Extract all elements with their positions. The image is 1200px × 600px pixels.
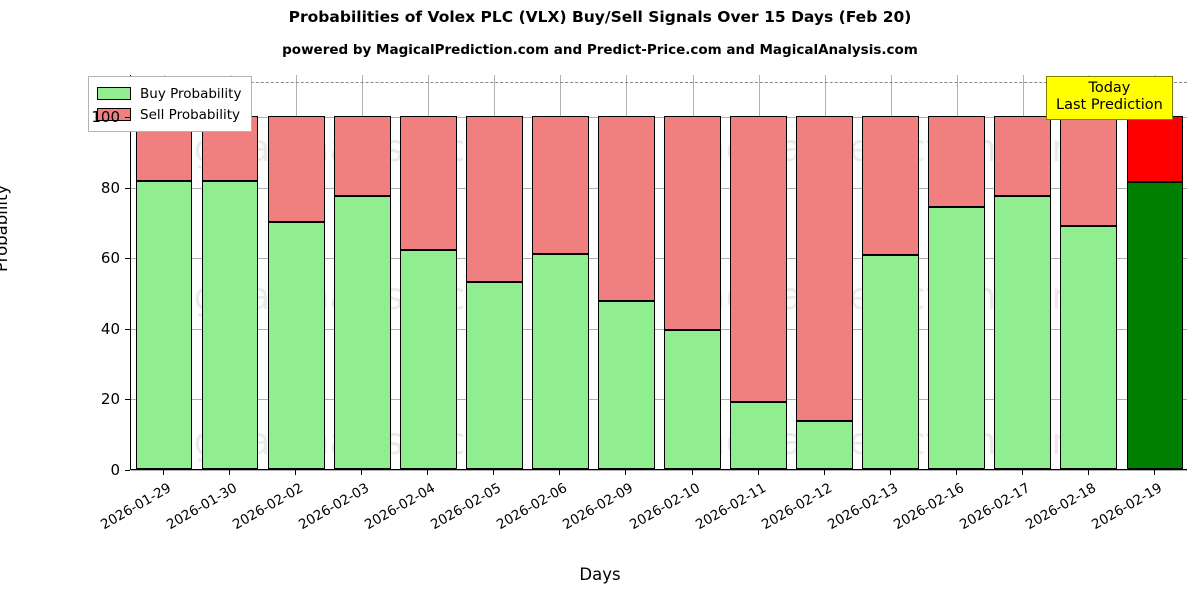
chart-legend: Buy Probability Sell Probability [88, 76, 253, 132]
x-tick-mark [427, 470, 429, 475]
bar-segment-sell[interactable] [664, 116, 721, 331]
bar-segment-sell[interactable] [796, 116, 854, 422]
bar-group[interactable] [399, 74, 457, 469]
bar-segment-sell[interactable] [598, 116, 655, 302]
bar-segment-sell[interactable] [1060, 116, 1118, 227]
bar-group[interactable] [730, 74, 787, 469]
x-tick-mark [889, 470, 891, 475]
bar-segment-buy[interactable] [1126, 181, 1184, 469]
today-annotation-line1: Today [1088, 80, 1131, 96]
bar-segment-sell[interactable] [399, 116, 457, 251]
x-tick-mark [1087, 470, 1089, 475]
legend-label-buy: Buy Probability [140, 85, 242, 102]
bar-segment-buy[interactable] [994, 196, 1052, 469]
bar-group[interactable] [928, 74, 986, 469]
bar-group[interactable] [465, 74, 523, 469]
x-tick-mark [823, 470, 825, 475]
bar-group[interactable] [664, 74, 721, 469]
bar-segment-buy[interactable] [664, 330, 721, 469]
legend-swatch-sell [97, 108, 131, 121]
bar-group[interactable] [796, 74, 854, 469]
bar-segment-buy[interactable] [135, 180, 193, 469]
y-tick-label: 20 [100, 390, 120, 409]
x-tick-mark [1153, 470, 1155, 475]
bar-group[interactable] [862, 74, 920, 469]
bar-segment-sell[interactable] [333, 116, 391, 197]
y-tick-mark [125, 399, 130, 401]
legend-swatch-buy [97, 87, 131, 100]
x-tick-mark [1021, 470, 1023, 475]
bar-segment-buy[interactable] [399, 250, 457, 469]
bar-segment-sell[interactable] [862, 116, 920, 256]
bar-group[interactable] [1060, 74, 1118, 469]
bar-segment-buy[interactable] [333, 196, 391, 469]
bar-segment-sell[interactable] [465, 116, 523, 282]
bar-segment-sell[interactable] [928, 116, 986, 208]
y-tick-label: 100 [91, 108, 120, 127]
bar-segment-buy[interactable] [201, 180, 259, 469]
y-tick-label: 40 [100, 319, 120, 338]
legend-item-buy: Buy Probability [97, 83, 241, 104]
y-tick-label: 60 [100, 249, 120, 268]
bar-segment-buy[interactable] [730, 402, 787, 469]
x-tick-mark [625, 470, 627, 475]
bar-group[interactable] [201, 74, 259, 469]
today-annotation-line2: Last Prediction [1056, 97, 1163, 114]
y-tick-label: 0 [110, 461, 120, 479]
y-tick-mark [125, 117, 130, 119]
y-tick-mark [125, 258, 130, 260]
chart-subtitle: powered by MagicalPrediction.com and Pre… [282, 42, 918, 58]
bar-group-today[interactable] [1126, 74, 1184, 469]
x-tick-mark [229, 470, 231, 475]
x-tick-mark [559, 470, 561, 475]
x-tick-mark [757, 470, 759, 475]
x-axis-label: Days [579, 565, 621, 584]
x-tick-mark [295, 470, 297, 475]
x-tick-mark [955, 470, 957, 475]
bar-segment-buy[interactable] [862, 255, 920, 469]
bar-segment-sell[interactable] [730, 116, 787, 403]
y-tick-mark [125, 470, 130, 471]
bar-group[interactable] [598, 74, 655, 469]
legend-item-sell: Sell Probability [97, 104, 241, 125]
bar-segment-buy[interactable] [598, 301, 655, 469]
x-tick-mark [163, 470, 165, 475]
bar-group[interactable] [267, 74, 325, 469]
bar-group[interactable] [531, 74, 589, 469]
gridline-horizontal [131, 470, 1187, 471]
legend-label-sell: Sell Probability [140, 106, 241, 123]
bar-segment-buy[interactable] [267, 222, 325, 469]
x-tick-mark [361, 470, 363, 475]
bar-group[interactable] [333, 74, 391, 469]
bar-segment-sell[interactable] [1126, 116, 1184, 182]
bar-segment-buy[interactable] [531, 253, 589, 469]
bar-segment-buy[interactable] [796, 421, 854, 469]
bar-segment-buy[interactable] [465, 281, 523, 469]
bar-segment-sell[interactable] [267, 116, 325, 223]
y-tick-mark [125, 328, 130, 330]
plot-area: MagicalAnalysis.comMagicalPrediction.com… [130, 74, 1187, 471]
y-tick-label: 80 [100, 178, 120, 197]
y-axis-label: Probability [0, 184, 11, 272]
chart-title: Probabilities of Volex PLC (VLX) Buy/Sel… [288, 8, 912, 26]
bar-segment-buy[interactable] [1060, 226, 1118, 469]
today-annotation: Today Last Prediction [1046, 76, 1173, 121]
x-tick-mark [691, 470, 693, 475]
x-tick-mark [493, 470, 495, 475]
bar-segment-sell[interactable] [531, 116, 589, 254]
bar-group[interactable] [135, 74, 193, 469]
bar-group[interactable] [994, 74, 1052, 469]
bar-segment-buy[interactable] [928, 207, 986, 469]
bar-segment-sell[interactable] [994, 116, 1052, 197]
y-tick-mark [125, 187, 130, 189]
